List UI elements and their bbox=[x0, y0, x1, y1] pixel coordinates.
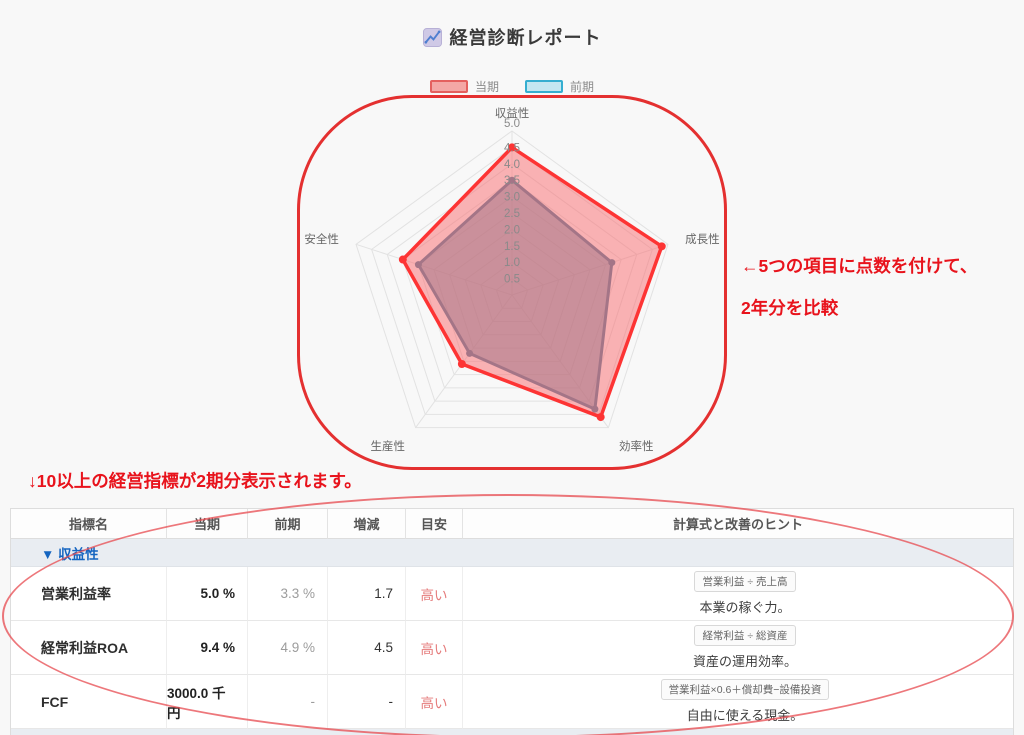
table-row: FCF 3000.0 千円 - - 高い 営業利益×0.6＋償却費−設備投資 自… bbox=[11, 675, 1013, 729]
current-value: 5.0 % bbox=[167, 567, 248, 621]
chart-annotation-line2: 2年分を比較 bbox=[741, 298, 839, 318]
svg-text:3.5: 3.5 bbox=[504, 175, 520, 187]
legend-swatch-previous bbox=[525, 80, 563, 93]
formula-badge: 経常利益 ÷ 総資産 bbox=[694, 625, 796, 646]
formula-badge: 営業利益×0.6＋償却費−設備投資 bbox=[660, 679, 830, 700]
change-value: 4.5 bbox=[328, 621, 406, 675]
svg-text:収益性: 収益性 bbox=[495, 106, 530, 120]
guide-badge: 高い bbox=[406, 675, 463, 729]
svg-text:0.5: 0.5 bbox=[504, 274, 520, 286]
guide-badge: 高い bbox=[406, 621, 463, 675]
svg-text:生産性: 生産性 bbox=[371, 439, 406, 453]
svg-text:3.0: 3.0 bbox=[504, 192, 520, 204]
current-value: 3000.0 千円 bbox=[167, 675, 248, 729]
chart-annotation-line1: ←5つの項目に点数を付けて、 bbox=[741, 256, 978, 276]
legend-item-current[interactable]: 当期 bbox=[429, 78, 499, 95]
guide-badge: 高い bbox=[406, 567, 463, 621]
change-value: 1.7 bbox=[328, 567, 406, 621]
col-header-formula: 計算式と改善のヒント bbox=[463, 509, 1013, 539]
indicator-name: 経常利益ROA bbox=[11, 621, 167, 675]
svg-text:5.0: 5.0 bbox=[504, 118, 520, 130]
chart-annotation: ←5つの項目に点数を付けて、 2年分を比較 bbox=[741, 245, 1011, 329]
svg-text:2.0: 2.0 bbox=[504, 224, 520, 236]
next-section-row-partial bbox=[11, 729, 1013, 735]
hint-text: 資産の運用効率。 bbox=[692, 654, 797, 669]
hint-text: 自由に使える現金。 bbox=[686, 708, 804, 723]
svg-text:安全性: 安全性 bbox=[304, 232, 339, 246]
svg-text:成長性: 成長性 bbox=[685, 232, 720, 246]
col-header-name: 指標名 bbox=[11, 509, 167, 539]
svg-text:1.5: 1.5 bbox=[504, 241, 520, 253]
col-header-previous: 前期 bbox=[248, 509, 328, 539]
table-row: 経常利益ROA 9.4 % 4.9 % 4.5 高い 経常利益 ÷ 総資産 資産… bbox=[11, 621, 1013, 675]
table-header-row: 指標名 当期 前期 増減 目安 計算式と改善のヒント bbox=[11, 509, 1013, 539]
legend-label-current: 当期 bbox=[474, 80, 499, 94]
formula-badge: 営業利益 ÷ 売上高 bbox=[694, 571, 796, 592]
legend-item-previous[interactable]: 前期 bbox=[525, 78, 594, 95]
formula-hint-cell: 営業利益×0.6＋償却費−設備投資 自由に使える現金。 bbox=[463, 675, 1013, 729]
legend-label-previous: 前期 bbox=[570, 80, 595, 94]
svg-text:4.5: 4.5 bbox=[504, 142, 520, 154]
legend-swatch-current bbox=[429, 80, 468, 93]
indicator-name: FCF bbox=[11, 675, 167, 729]
indicator-name: 営業利益率 bbox=[11, 567, 167, 621]
table-row: 営業利益率 5.0 % 3.3 % 1.7 高い 営業利益 ÷ 売上高 本業の稼… bbox=[11, 567, 1013, 621]
hint-text: 本業の稼ぐ力。 bbox=[699, 600, 791, 615]
formula-hint-cell: 営業利益 ÷ 売上高 本業の稼ぐ力。 bbox=[463, 567, 1013, 621]
previous-value: 4.9 % bbox=[248, 621, 328, 675]
svg-text:2.5: 2.5 bbox=[504, 208, 520, 220]
svg-text:効率性: 効率性 bbox=[619, 439, 654, 453]
formula-hint-cell: 経常利益 ÷ 総資産 資産の運用効率。 bbox=[463, 621, 1013, 675]
current-value: 9.4 % bbox=[167, 621, 248, 675]
svg-text:1.0: 1.0 bbox=[504, 257, 520, 269]
page-title: 経営診断レポート bbox=[449, 28, 602, 48]
chart-icon bbox=[422, 27, 442, 47]
previous-value: 3.3 % bbox=[248, 567, 328, 621]
previous-value: - bbox=[248, 675, 328, 729]
chart-legend: 当期 前期 bbox=[0, 78, 1024, 95]
section-row-profitability[interactable]: ▼ 収益性 bbox=[11, 539, 1013, 567]
indicator-table: 指標名 当期 前期 増減 目安 計算式と改善のヒント ▼ 収益性 営業利益率 5… bbox=[10, 508, 1014, 735]
svg-text:4.0: 4.0 bbox=[504, 159, 520, 171]
col-header-current: 当期 bbox=[167, 509, 248, 539]
col-header-guide: 目安 bbox=[406, 509, 463, 539]
change-value: - bbox=[328, 675, 406, 729]
page-header: 経営診断レポート bbox=[0, 24, 1024, 50]
table-annotation: ↓10以上の経営指標が2期分表示されます。 bbox=[28, 471, 362, 491]
col-header-change: 増減 bbox=[328, 509, 406, 539]
